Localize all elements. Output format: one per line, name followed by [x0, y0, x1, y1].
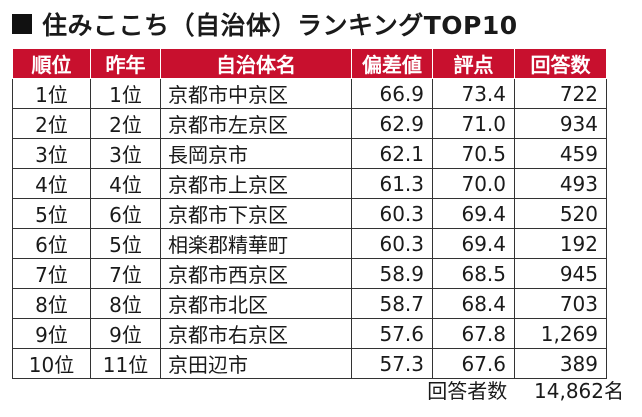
score-cell: 73.4: [432, 78, 515, 109]
responses-cell: 459: [514, 138, 607, 169]
last-year-cell: 3位: [90, 138, 161, 169]
deviation-cell: 62.9: [351, 108, 433, 139]
score-cell: 68.5: [432, 258, 515, 289]
responses-cell: 1,269: [514, 318, 607, 349]
municipality-cell: 京都市上京区: [160, 168, 352, 199]
table-row: 6位 5位 相楽郡精華町 60.3 69.4 192: [12, 228, 607, 259]
table-row: 7位 7位 京都市西京区 58.9 68.5 945: [12, 258, 607, 289]
rank-cell: 6位: [12, 228, 91, 259]
rank-cell: 9位: [12, 318, 91, 349]
deviation-cell: 62.1: [351, 138, 433, 169]
deviation-cell: 66.9: [351, 78, 433, 109]
deviation-cell: 61.3: [351, 168, 433, 199]
score-cell: 71.0: [432, 108, 515, 139]
table-row: 2位 2位 京都市左京区 62.9 71.0 934: [12, 108, 607, 139]
rank-cell: 1位: [12, 78, 91, 109]
rank-cell: 10位: [12, 348, 91, 379]
last-year-cell: 5位: [90, 228, 161, 259]
rank-cell: 8位: [12, 288, 91, 319]
respondent-count: 回答者数 14,862名: [427, 375, 624, 404]
responses-cell: 389: [514, 348, 607, 379]
responses-cell: 722: [514, 78, 607, 109]
municipality-cell: 京都市中京区: [160, 78, 352, 109]
last-year-cell: 4位: [90, 168, 161, 199]
responses-cell: 703: [514, 288, 607, 319]
responses-cell: 934: [514, 108, 607, 139]
municipality-cell: 相楽郡精華町: [160, 228, 352, 259]
municipality-cell: 京都市北区: [160, 288, 352, 319]
responses-cell: 192: [514, 228, 607, 259]
score-cell: 70.5: [432, 138, 515, 169]
municipality-cell: 京都市右京区: [160, 318, 352, 349]
municipality-cell: 京都市西京区: [160, 258, 352, 289]
municipality-cell: 長岡京市: [160, 138, 352, 169]
respondent-count-label: 回答者数: [427, 379, 508, 403]
header-responses: 回答数: [514, 48, 607, 79]
deviation-cell: 58.9: [351, 258, 433, 289]
score-cell: 70.0: [432, 168, 515, 199]
last-year-cell: 9位: [90, 318, 161, 349]
score-cell: 67.8: [432, 318, 515, 349]
table-header-row: 順位 昨年 自治体名 偏差値 評点 回答数: [12, 48, 607, 79]
score-cell: 69.4: [432, 228, 515, 259]
ranking-table: 順位 昨年 自治体名 偏差値 評点 回答数 1位 1位 京都市中京区 66.9 …: [12, 48, 607, 379]
score-cell: 69.4: [432, 198, 515, 229]
table-row: 8位 8位 京都市北区 58.7 68.4 703: [12, 288, 607, 319]
respondent-count-value: 14,862名: [534, 379, 624, 403]
header-last-year: 昨年: [90, 48, 161, 79]
responses-cell: 520: [514, 198, 607, 229]
deviation-cell: 60.3: [351, 228, 433, 259]
header-rank: 順位: [12, 48, 91, 79]
table-row: 1位 1位 京都市中京区 66.9 73.4 722: [12, 78, 607, 109]
municipality-cell: 京田辺市: [160, 348, 352, 379]
header-score: 評点: [432, 48, 515, 79]
rank-cell: 3位: [12, 138, 91, 169]
table-row: 9位 9位 京都市右京区 57.6 67.8 1,269: [12, 318, 607, 349]
deviation-cell: 58.7: [351, 288, 433, 319]
last-year-cell: 7位: [90, 258, 161, 289]
score-cell: 67.6: [432, 348, 515, 379]
deviation-cell: 57.3: [351, 348, 433, 379]
rank-cell: 7位: [12, 258, 91, 289]
rank-cell: 2位: [12, 108, 91, 139]
square-bullet-icon: [12, 14, 32, 34]
last-year-cell: 1位: [90, 78, 161, 109]
header-deviation: 偏差値: [351, 48, 433, 79]
rank-cell: 5位: [12, 198, 91, 229]
header-municipality: 自治体名: [160, 48, 352, 79]
responses-cell: 945: [514, 258, 607, 289]
last-year-cell: 8位: [90, 288, 161, 319]
municipality-cell: 京都市左京区: [160, 108, 352, 139]
score-cell: 68.4: [432, 288, 515, 319]
page-title: 住みここち（自治体）ランキングTOP10: [8, 4, 518, 44]
table-row: 3位 3位 長岡京市 62.1 70.5 459: [12, 138, 607, 169]
last-year-cell: 6位: [90, 198, 161, 229]
last-year-cell: 2位: [90, 108, 161, 139]
table-row: 5位 6位 京都市下京区 60.3 69.4 520: [12, 198, 607, 229]
deviation-cell: 57.6: [351, 318, 433, 349]
last-year-cell: 11位: [90, 348, 161, 379]
deviation-cell: 60.3: [351, 198, 433, 229]
rank-cell: 4位: [12, 168, 91, 199]
title-text: 住みここち（自治体）ランキングTOP10: [42, 11, 518, 40]
table-row: 10位 11位 京田辺市 57.3 67.6 389: [12, 348, 607, 379]
responses-cell: 493: [514, 168, 607, 199]
municipality-cell: 京都市下京区: [160, 198, 352, 229]
table-row: 4位 4位 京都市上京区 61.3 70.0 493: [12, 168, 607, 199]
